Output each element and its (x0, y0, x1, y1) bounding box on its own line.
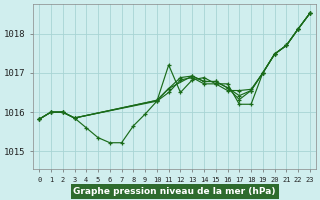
X-axis label: Graphe pression niveau de la mer (hPa): Graphe pression niveau de la mer (hPa) (73, 187, 276, 196)
